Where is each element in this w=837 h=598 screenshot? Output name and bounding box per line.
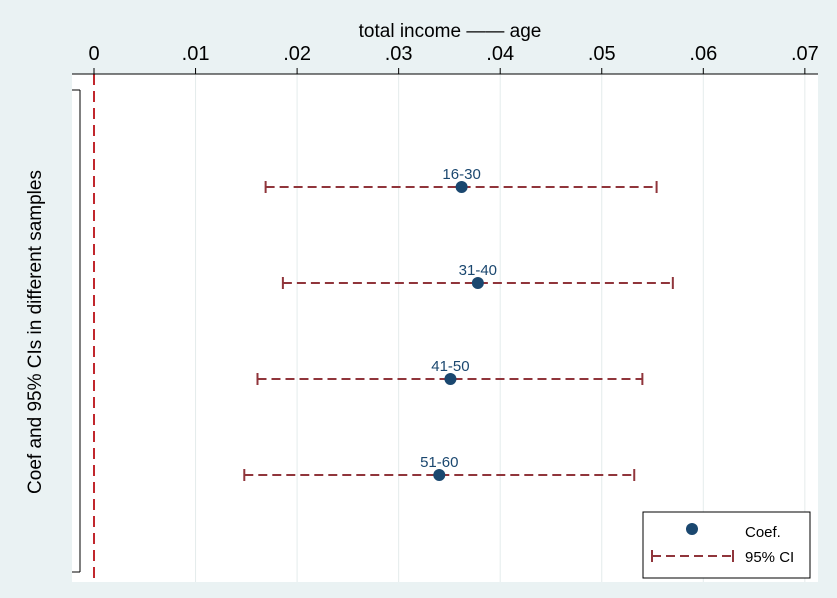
x-tick-label-6: .06 (689, 43, 717, 65)
coef-marker-0 (455, 181, 468, 193)
grid-lines (195, 74, 806, 582)
y-axis-label: Coef and 95% CIs in different samples (25, 170, 46, 494)
point-label-3: 51-60 (420, 454, 458, 471)
point-label-0: 16-30 (442, 166, 480, 183)
x-tick-label-1: .01 (182, 43, 210, 65)
x-tick-label-0: 0 (88, 43, 99, 65)
legend-coef-label: Coef. (745, 524, 781, 541)
x-tick-label-7: .07 (791, 43, 819, 65)
x-axis: 0 .01 .02 .03 .04 .05 .06 .07 (72, 43, 819, 75)
data-points: 16-30 31-40 41-50 51-60 (243, 166, 674, 481)
y-axis (72, 89, 81, 573)
coef-marker-3 (433, 469, 446, 481)
x-tick-label-3: .03 (385, 43, 413, 65)
x-tick-label-2: .02 (283, 43, 311, 65)
legend-coef-marker (686, 523, 698, 535)
point-label-1: 31-40 (459, 262, 497, 279)
chart-title: total income —— age (359, 21, 542, 42)
legend: Coef. 95% CI (642, 511, 811, 579)
x-tick-label-5: .05 (588, 43, 616, 65)
point-label-2: 41-50 (431, 358, 469, 375)
plot-region (72, 74, 818, 582)
legend-box (642, 511, 811, 579)
legend-ci-label: 95% CI (745, 549, 794, 566)
x-tick-label-4: .04 (486, 43, 514, 65)
coef-marker-2 (444, 373, 457, 385)
coef-marker-1 (471, 277, 484, 289)
